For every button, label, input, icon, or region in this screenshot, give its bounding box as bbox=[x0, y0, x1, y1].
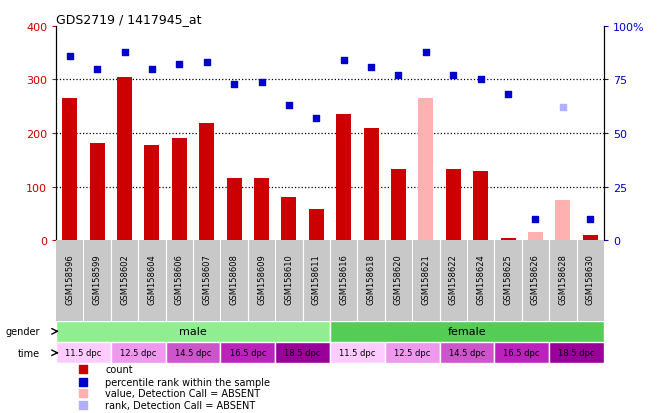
Text: GSM158625: GSM158625 bbox=[504, 254, 513, 304]
Point bbox=[574, 5, 584, 12]
Bar bbox=[309, 210, 324, 241]
Bar bbox=[440, 342, 494, 363]
Bar bbox=[330, 321, 604, 342]
Bar bbox=[330, 342, 385, 363]
Text: GSM158621: GSM158621 bbox=[421, 254, 430, 304]
Text: 14.5 dpc: 14.5 dpc bbox=[449, 349, 485, 357]
Text: 14.5 dpc: 14.5 dpc bbox=[175, 349, 211, 357]
Text: GSM158630: GSM158630 bbox=[585, 254, 595, 304]
Bar bbox=[62, 99, 77, 241]
Point bbox=[530, 216, 541, 223]
Bar bbox=[385, 342, 440, 363]
Bar bbox=[500, 238, 515, 241]
Text: 12.5 dpc: 12.5 dpc bbox=[120, 349, 156, 357]
Point bbox=[558, 105, 568, 112]
Bar bbox=[555, 201, 570, 241]
Text: 16.5 dpc: 16.5 dpc bbox=[230, 349, 266, 357]
Text: female: female bbox=[447, 327, 486, 337]
Bar bbox=[446, 170, 461, 241]
Point bbox=[147, 66, 157, 73]
Point bbox=[585, 216, 595, 223]
Point bbox=[393, 73, 404, 79]
Point bbox=[503, 92, 513, 99]
Bar bbox=[364, 128, 379, 241]
Bar bbox=[391, 170, 406, 241]
Text: GSM158606: GSM158606 bbox=[175, 254, 184, 304]
Text: GSM158628: GSM158628 bbox=[558, 254, 568, 304]
Bar bbox=[528, 233, 543, 241]
Point bbox=[448, 73, 459, 79]
Text: 11.5 dpc: 11.5 dpc bbox=[339, 349, 376, 357]
Bar bbox=[275, 342, 330, 363]
Point bbox=[201, 60, 212, 66]
Bar bbox=[254, 179, 269, 241]
Point bbox=[119, 49, 130, 56]
Point bbox=[574, 332, 584, 339]
Text: GSM158610: GSM158610 bbox=[284, 254, 294, 304]
Text: 12.5 dpc: 12.5 dpc bbox=[394, 349, 430, 357]
Bar bbox=[199, 124, 214, 241]
Text: count: count bbox=[106, 364, 133, 374]
Point bbox=[420, 49, 431, 56]
Text: male: male bbox=[179, 327, 207, 337]
Bar bbox=[583, 235, 598, 241]
Point bbox=[339, 58, 349, 64]
Text: GSM158618: GSM158618 bbox=[366, 254, 376, 304]
Bar bbox=[281, 198, 296, 241]
Point bbox=[92, 66, 102, 73]
Bar bbox=[336, 115, 351, 241]
Point bbox=[311, 116, 321, 122]
Bar bbox=[549, 342, 604, 363]
Bar bbox=[111, 342, 166, 363]
Text: rank, Detection Call = ABSENT: rank, Detection Call = ABSENT bbox=[106, 400, 255, 410]
Bar bbox=[226, 179, 242, 241]
Bar bbox=[473, 171, 488, 241]
Point bbox=[574, 221, 584, 227]
Point bbox=[229, 81, 240, 88]
Text: GDS2719 / 1417945_at: GDS2719 / 1417945_at bbox=[56, 13, 201, 26]
Text: GSM158622: GSM158622 bbox=[449, 254, 458, 304]
Point bbox=[256, 79, 267, 86]
Text: GSM158620: GSM158620 bbox=[394, 254, 403, 304]
Text: value, Detection Call = ABSENT: value, Detection Call = ABSENT bbox=[106, 388, 261, 398]
Text: GSM158609: GSM158609 bbox=[257, 254, 266, 304]
Text: 16.5 dpc: 16.5 dpc bbox=[504, 349, 540, 357]
Text: GSM158608: GSM158608 bbox=[230, 254, 239, 304]
Text: GSM158604: GSM158604 bbox=[147, 254, 156, 304]
Text: GSM158624: GSM158624 bbox=[476, 254, 485, 304]
Bar bbox=[56, 342, 111, 363]
Point bbox=[284, 103, 294, 109]
Text: gender: gender bbox=[5, 327, 40, 337]
Text: GSM158599: GSM158599 bbox=[92, 254, 102, 304]
Point bbox=[174, 62, 185, 69]
Point bbox=[475, 77, 486, 83]
Text: GSM158616: GSM158616 bbox=[339, 254, 348, 304]
Bar bbox=[56, 321, 330, 342]
Text: GSM158607: GSM158607 bbox=[202, 254, 211, 304]
Point bbox=[65, 53, 75, 60]
Point bbox=[366, 64, 376, 71]
Text: 18.5 dpc: 18.5 dpc bbox=[558, 349, 595, 357]
Text: percentile rank within the sample: percentile rank within the sample bbox=[106, 377, 271, 387]
Bar bbox=[90, 143, 105, 241]
Bar bbox=[166, 342, 220, 363]
Point bbox=[574, 117, 584, 124]
Text: GSM158596: GSM158596 bbox=[65, 254, 75, 304]
Text: GSM158611: GSM158611 bbox=[312, 254, 321, 304]
Text: GSM158626: GSM158626 bbox=[531, 254, 540, 304]
Bar bbox=[220, 342, 275, 363]
Bar bbox=[145, 145, 160, 241]
Bar bbox=[494, 342, 549, 363]
Text: GSM158602: GSM158602 bbox=[120, 254, 129, 304]
Bar bbox=[418, 99, 434, 241]
Bar bbox=[117, 78, 132, 241]
Text: time: time bbox=[18, 348, 40, 358]
Bar bbox=[172, 139, 187, 241]
Text: 18.5 dpc: 18.5 dpc bbox=[284, 349, 321, 357]
Text: 11.5 dpc: 11.5 dpc bbox=[65, 349, 102, 357]
